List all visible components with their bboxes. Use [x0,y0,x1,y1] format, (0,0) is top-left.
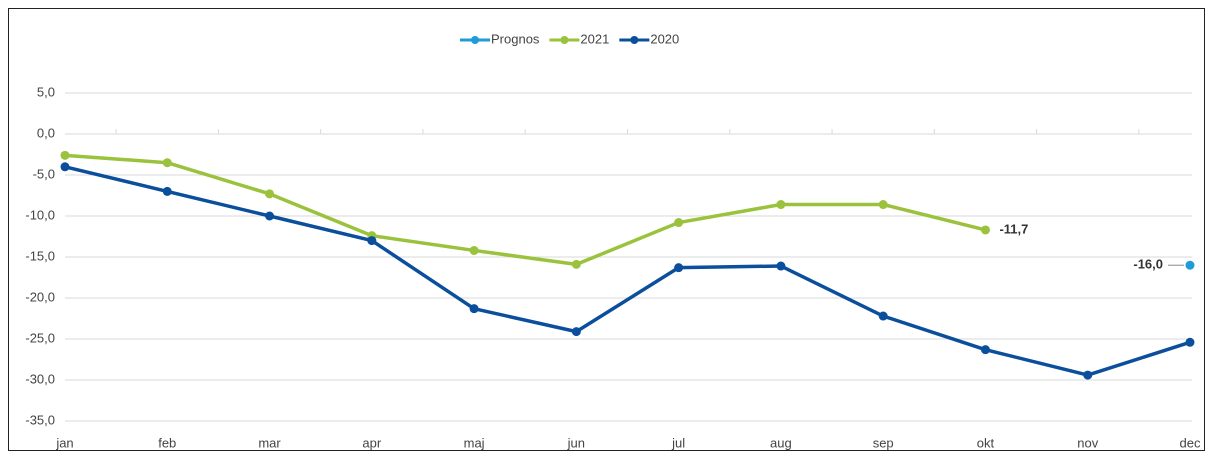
x-tick-label: jul [671,435,685,450]
data-point [980,345,990,355]
legend-label: 2020 [650,31,679,46]
y-tick-label: -30,0 [25,371,55,386]
data-label: -11,7 [999,221,1028,236]
data-point [162,186,172,196]
data-point [776,200,786,210]
legend-marker [630,36,639,44]
x-tick-label: nov [1077,435,1098,450]
data-point [980,225,990,235]
legend-label: Prognos [491,31,540,46]
data-point [674,218,684,228]
data-point [776,261,786,271]
series-line [64,165,1191,377]
x-tick-label: aug [770,435,792,450]
x-tick-label: jan [55,435,73,450]
y-tick-label: 0,0 [37,125,55,140]
data-point [265,211,275,221]
legend-label: 2021 [580,31,609,46]
series-line [64,153,986,267]
data-point [674,263,684,273]
y-tick-label: -10,0 [25,207,55,222]
data-point [1185,260,1195,270]
x-tick-label: feb [158,435,176,450]
x-tick-label: sep [873,435,894,450]
chart-frame [8,8,1205,451]
x-tick-label: okt [977,435,995,450]
x-tick-label: apr [362,435,381,450]
data-point [469,245,479,255]
data-point [878,311,888,321]
y-tick-label: -35,0 [25,412,55,427]
data-point [265,189,275,199]
data-point [367,236,377,246]
data-point [60,150,70,160]
data-point [878,200,888,210]
legend-marker [471,36,479,44]
data-point [469,304,479,314]
data-point [571,259,581,269]
y-tick-label: -25,0 [25,330,55,345]
y-tick-label: -15,0 [25,248,55,263]
data-point [1083,370,1093,380]
legend-marker [560,36,569,44]
y-tick-label: -5,0 [33,166,55,181]
data-point [162,158,172,168]
data-label: -16,0 [1133,257,1163,272]
y-tick-label: 5,0 [37,84,55,99]
x-tick-label: mar [258,435,281,450]
x-tick-label: jun [567,435,585,450]
x-tick-label: dec [1180,435,1201,450]
data-point [1185,337,1195,347]
x-tick-label: maj [464,435,485,450]
data-point [60,162,70,172]
data-point [571,327,581,337]
y-tick-label: -20,0 [25,289,55,304]
